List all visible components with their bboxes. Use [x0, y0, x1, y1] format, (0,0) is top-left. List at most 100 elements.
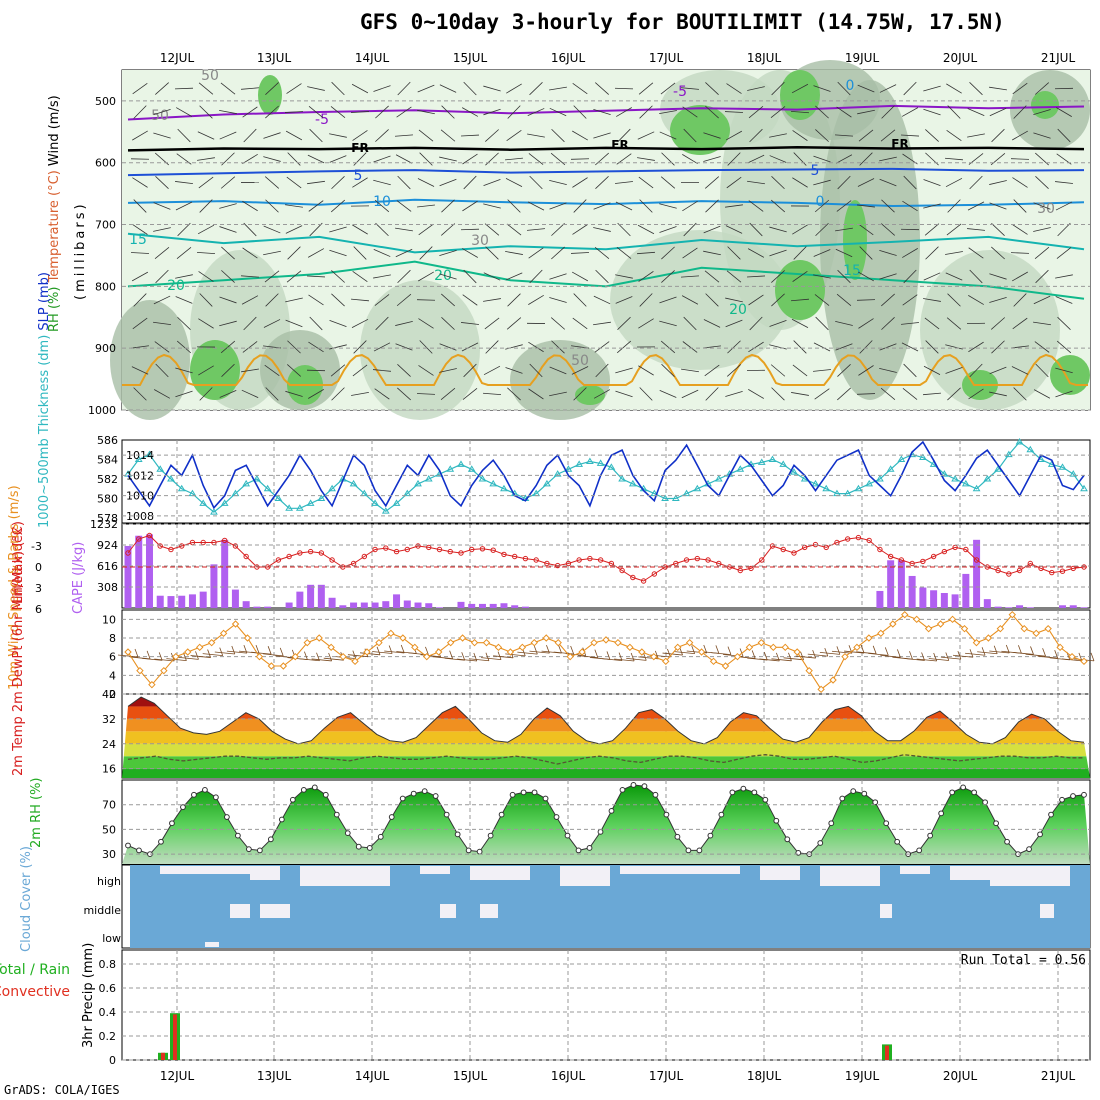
- wind-barb: [837, 363, 851, 377]
- thickness-point: [1026, 445, 1035, 453]
- cape-bar: [1005, 607, 1013, 608]
- wind-barb: [243, 316, 257, 331]
- thickness-point: [876, 475, 884, 482]
- y-tick-label: 1000: [88, 404, 116, 417]
- surface-barb-flag: [860, 644, 865, 654]
- thickness-point: [253, 475, 261, 482]
- thickness-point: [854, 484, 863, 492]
- wind-barb: [417, 178, 435, 187]
- wind-barb: [353, 246, 367, 260]
- wind-barb: [219, 131, 237, 140]
- wind-barb: [175, 296, 193, 304]
- thickness-point: [940, 470, 949, 477]
- rh-point: [223, 814, 230, 820]
- thickness-point: [564, 465, 573, 472]
- cape-bar: [339, 605, 347, 608]
- wind-barb: [374, 388, 390, 400]
- wind-barb: [1013, 387, 1027, 401]
- wind-barb: [1012, 317, 1028, 330]
- cape-bar: [478, 603, 486, 608]
- lifted-index-point: [168, 546, 174, 553]
- surface-barb-flag: [267, 646, 272, 655]
- wind-barb: [177, 128, 191, 143]
- wind-barb: [813, 155, 831, 163]
- rh-point: [828, 820, 835, 827]
- rh-point: [377, 833, 384, 840]
- cape-tick: 1232: [90, 518, 118, 531]
- cloud-ylabel: Cloud Cover (%): [19, 846, 34, 952]
- wind-barb: [969, 82, 983, 96]
- wind-speed-point: [877, 629, 885, 638]
- wind-barb: [284, 111, 304, 113]
- lifted-index-point: [619, 567, 625, 574]
- surface-barb: [444, 657, 465, 661]
- y-tick-label: 800: [95, 280, 116, 293]
- wind-barb: [726, 176, 742, 189]
- wind-barb: [265, 293, 279, 307]
- rh-point: [949, 789, 956, 796]
- surface-barb-flag: [449, 650, 454, 659]
- wind-barb: [725, 204, 743, 208]
- x-tick-label-bottom: 19JUL: [845, 1069, 880, 1083]
- cape-bar: [253, 606, 261, 608]
- surface-barb: [1037, 655, 1058, 659]
- wind-barb: [309, 316, 323, 331]
- wind-barb: [463, 269, 477, 284]
- cape-bar: [188, 594, 196, 608]
- page-title: GFS 0~10day 3-hourly for BOUTILIMIT (14.…: [360, 10, 1005, 34]
- wind-barb: [396, 293, 412, 307]
- wind-barb: [571, 271, 589, 282]
- wind-barb: [837, 175, 851, 190]
- surface-barb: [142, 657, 163, 661]
- lifted-index-point: [329, 557, 335, 563]
- lifted-index-point: [920, 558, 926, 565]
- lifted-index-point: [769, 543, 776, 549]
- rh-point: [158, 838, 164, 845]
- wind-barb: [439, 343, 457, 351]
- wind-speed-point: [996, 624, 1005, 633]
- rh-point: [509, 791, 516, 798]
- temp-band: [122, 756, 1090, 769]
- wind-barb: [175, 367, 193, 374]
- wind-barb: [287, 364, 301, 377]
- wind-barb: [397, 81, 411, 96]
- thickness-point: [306, 499, 315, 506]
- wind-barb: [417, 109, 435, 115]
- wind-barb: [637, 131, 655, 140]
- surface-barb-flag: [993, 645, 998, 654]
- wind-barb: [660, 340, 676, 354]
- wind-barb: [196, 251, 216, 255]
- thickness-point: [1058, 463, 1067, 470]
- wind-barb: [307, 248, 325, 258]
- wind-barb: [989, 297, 1007, 303]
- lifted-index-point: [254, 564, 260, 570]
- wind-speed-point: [948, 615, 957, 624]
- wind-barb: [925, 129, 939, 142]
- wind-barb: [264, 270, 280, 283]
- wind-barb: [726, 270, 742, 283]
- thickness-point: [317, 494, 326, 501]
- wind-barb: [593, 109, 611, 116]
- wind-speed-point: [530, 638, 539, 647]
- thickness-point: [489, 479, 498, 487]
- surface-barb: [952, 654, 974, 658]
- wind-barb: [793, 340, 807, 354]
- wind-barb: [595, 82, 609, 95]
- wind-barb: [924, 317, 940, 330]
- wind-speed-point: [1020, 624, 1028, 633]
- wind-barb: [529, 175, 543, 190]
- wind-barb: [856, 393, 876, 395]
- lifted-index-point: [576, 557, 582, 563]
- wind-barb: [439, 156, 457, 162]
- surface-barb: [710, 652, 732, 656]
- wind-barb: [793, 152, 807, 166]
- rh-point: [608, 807, 615, 814]
- wind-barb: [967, 201, 985, 211]
- surface-barb: [928, 658, 949, 661]
- wind-barb: [705, 387, 719, 401]
- surface-barb: [674, 651, 695, 655]
- wind-barb: [835, 154, 853, 164]
- wind-barb: [506, 129, 522, 142]
- wind-barb: [483, 365, 501, 376]
- thickness-point: [811, 479, 820, 487]
